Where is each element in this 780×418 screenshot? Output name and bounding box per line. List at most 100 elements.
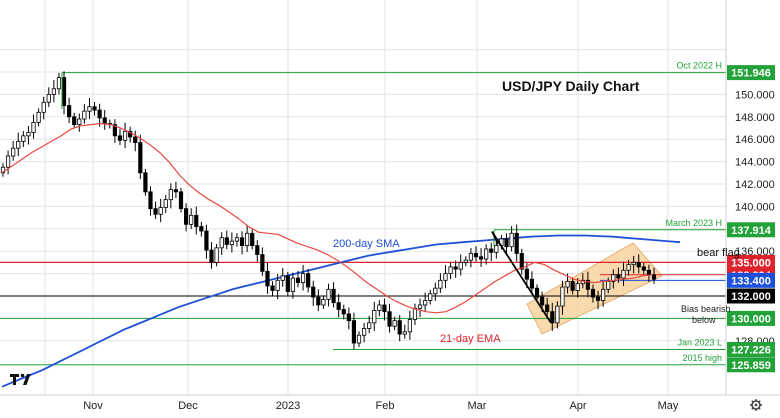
candle-body — [26, 132, 31, 137]
candle-body — [367, 322, 372, 329]
candle-body — [601, 288, 606, 301]
candle-body — [199, 226, 204, 232]
candle-body — [265, 270, 270, 287]
candle-body — [407, 319, 412, 333]
candle-body — [158, 207, 163, 215]
candle-body — [122, 130, 128, 141]
price-tag-label: 127.226 — [731, 344, 771, 356]
tradingview-logo — [10, 373, 31, 385]
candle-body — [529, 278, 535, 289]
price-tag-bg — [727, 288, 775, 304]
y-tick-label: 148.000 — [735, 112, 775, 124]
x-tick-label: 2023 — [276, 400, 300, 412]
candle-body — [189, 214, 194, 225]
bear-flag-channel — [526, 242, 663, 335]
y-tick-label: 140.000 — [735, 201, 775, 213]
price-tag-label: 130.000 — [731, 313, 771, 325]
ema-label: 21-day EMA — [440, 333, 501, 345]
candle-body — [606, 281, 611, 290]
candle-body — [168, 189, 173, 201]
candle-body — [478, 256, 484, 260]
candle-body — [112, 124, 117, 137]
candle-body — [540, 296, 545, 306]
candle-body — [590, 288, 596, 298]
candle-body — [148, 191, 153, 210]
price-tag-bg — [727, 254, 775, 270]
bias-label-line2: below — [692, 315, 716, 325]
candle-body — [178, 191, 184, 210]
candle-body — [67, 105, 72, 118]
candle-body — [245, 232, 250, 246]
candle-body — [555, 305, 560, 324]
price-tag-bg — [727, 341, 775, 357]
candle-body — [382, 304, 387, 313]
y-tick-label: 150.000 — [735, 89, 775, 101]
candle-body — [92, 106, 97, 111]
candle-body — [463, 259, 468, 263]
x-tick-label: May — [658, 400, 679, 412]
candle-body — [402, 331, 407, 335]
y-tick-label: 144.000 — [735, 157, 775, 169]
candle-body — [362, 328, 367, 336]
x-tick-label: Dec — [178, 400, 198, 412]
price-tag-bg — [727, 222, 775, 238]
candle-body — [128, 130, 133, 138]
candle-body — [163, 199, 168, 208]
candle-body — [575, 283, 580, 291]
candle-body — [504, 238, 509, 248]
candle-body — [458, 261, 463, 270]
price-levels: Oct 2022 H March 2023 H Jan 2023 L 2015 hig… — [0, 61, 726, 366]
candle-body — [336, 302, 341, 310]
candle-body — [641, 266, 646, 271]
candle-body — [204, 230, 209, 251]
channel-fill — [526, 242, 663, 335]
candle-body — [41, 101, 46, 113]
candle-body — [209, 249, 214, 263]
price-tag-label: 132.000 — [731, 291, 771, 303]
candle-body — [438, 279, 443, 289]
candle-body — [631, 261, 636, 266]
candle-body — [133, 136, 138, 143]
candle-body — [417, 304, 423, 309]
candle-body — [651, 274, 657, 280]
candle-body — [616, 274, 621, 279]
price-tag-label: 125.859 — [731, 360, 771, 372]
candlesticks — [0, 71, 657, 350]
level-note: Jan 2023 L — [677, 337, 722, 347]
candle-body — [341, 309, 346, 315]
chart-title: USD/JPY Daily Chart — [502, 78, 640, 94]
candle-body — [626, 264, 631, 271]
candle-body — [321, 298, 326, 306]
candle-body — [234, 237, 240, 242]
candle-body — [295, 277, 301, 283]
candle-body — [280, 275, 285, 281]
candle-body — [351, 320, 357, 344]
candle-body — [87, 106, 92, 112]
candle-body — [224, 237, 229, 245]
flagpole-line — [491, 231, 552, 324]
candle-body — [102, 117, 107, 124]
candle-body — [545, 304, 550, 313]
candle-body — [72, 116, 77, 126]
candle-body — [153, 208, 158, 215]
candle-body — [117, 135, 123, 141]
y-tick-label: 142.000 — [735, 179, 775, 191]
settings-gear-icon[interactable] — [750, 399, 762, 411]
candle-body — [484, 248, 489, 260]
candle-body — [448, 266, 453, 275]
candle-body — [443, 273, 448, 281]
price-tag-label: 137.914 — [731, 225, 772, 237]
candle-body — [550, 311, 555, 324]
candle-body — [595, 296, 601, 301]
y-tick-label: 146.000 — [735, 134, 775, 146]
candle-body — [428, 293, 433, 301]
candle-body — [239, 237, 245, 246]
ema-line-group — [1, 122, 654, 314]
candle-body — [11, 147, 16, 157]
candle-body — [621, 269, 626, 279]
candle-body — [255, 245, 260, 255]
candle-body — [306, 273, 311, 288]
candle-body — [270, 285, 275, 291]
